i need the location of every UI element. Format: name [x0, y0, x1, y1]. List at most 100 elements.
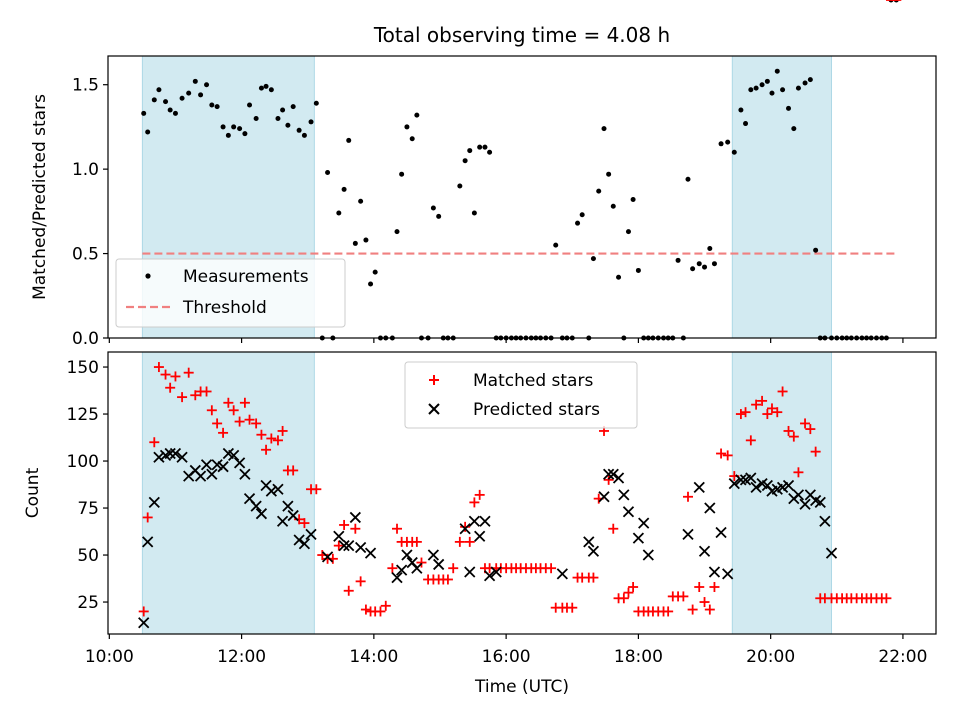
predicted-star-point — [782, 479, 795, 492]
predicted-x-b — [395, 564, 408, 576]
legend-measurements-label: Measurements — [183, 267, 309, 287]
predicted-star-point — [750, 481, 762, 493]
measurement-point — [725, 139, 731, 145]
matched-star-point — [272, 435, 283, 446]
predicted-star-point — [490, 566, 502, 578]
matched-star-point — [153, 362, 164, 373]
matched-star-point — [805, 424, 816, 435]
measurement-point — [156, 87, 162, 93]
bottom-axes-frame — [107, 351, 937, 635]
matched-star-point — [380, 600, 391, 611]
predicted-x-b — [427, 549, 440, 561]
measurement-point — [192, 78, 198, 84]
measurement-point — [404, 124, 410, 130]
predicted-x-b — [490, 566, 502, 578]
predicted-x-b — [804, 489, 816, 501]
predicted-x-b — [682, 528, 694, 540]
predicted-x-b — [272, 483, 284, 495]
measurement-point — [553, 242, 559, 248]
x-tick-label: 10:00 — [85, 647, 134, 667]
predicted-star-point — [433, 558, 445, 571]
matched-star-point — [261, 444, 272, 455]
measurement-point — [204, 82, 210, 88]
measurement-point — [409, 136, 415, 142]
predicted-star-point — [321, 551, 334, 563]
measurement-point — [575, 220, 581, 226]
measurement-point — [477, 144, 483, 150]
matched-star-point — [699, 597, 710, 608]
measurement-point — [363, 237, 369, 243]
predicted-x-b — [349, 511, 361, 524]
predicted-star-point — [250, 500, 262, 512]
x-tick-label: 12:00 — [217, 647, 266, 667]
predicted-x-b — [483, 570, 496, 582]
measurement-point — [482, 144, 488, 150]
predicted-x-b — [459, 523, 471, 535]
predicted-star-point — [642, 549, 654, 561]
predicted-x-b — [618, 489, 630, 501]
matched-star-point — [416, 557, 427, 568]
measurement-point — [696, 261, 702, 267]
matched-star-point — [751, 399, 762, 410]
measurement-point — [237, 126, 243, 132]
matched-star-point — [190, 390, 201, 401]
top-panel: 0.0 0.5 1.0 1.5 Matched/Predicted stars Mea… — [30, 0, 937, 349]
predicted-star-point — [825, 547, 838, 559]
predicted-x-b — [206, 468, 218, 480]
x-axis-label: Time (UTC) — [474, 677, 569, 697]
matched-star-point — [454, 536, 465, 547]
matched-stars-layer — [138, 0, 902, 617]
measurement-point — [690, 266, 696, 272]
y-tick-label: 1.0 — [72, 160, 99, 180]
predicted-star-point — [287, 509, 299, 522]
predicted-star-point — [298, 538, 311, 550]
predicted-x-b — [556, 568, 568, 580]
predicted-x-b — [169, 447, 182, 460]
measurement-point — [167, 107, 173, 113]
predicted-star-point — [276, 515, 289, 527]
predicted-star-point — [722, 568, 734, 580]
matched-star-point — [783, 425, 794, 436]
matched-star-point — [256, 429, 267, 440]
predicted-x-b — [200, 459, 213, 471]
measurement-point — [209, 102, 215, 108]
predicted-x-b — [148, 496, 160, 509]
measurement-point — [625, 229, 631, 235]
measurement-point — [285, 122, 291, 128]
matched-star-point — [355, 576, 366, 587]
predicted-star-point — [682, 528, 694, 540]
predicted-star-point — [164, 447, 176, 460]
predicted-x-b — [276, 515, 289, 527]
predicted-x-b — [298, 538, 311, 550]
matched-star-point — [546, 563, 557, 574]
predicted-x-b — [612, 472, 625, 484]
matched-star-point — [800, 418, 811, 429]
measurement-point — [813, 247, 819, 253]
predicted-x-b — [287, 509, 299, 522]
matched-star-point — [716, 448, 727, 459]
measurement-point — [590, 256, 596, 262]
predicted-x-b — [799, 498, 811, 510]
measurement-point — [198, 92, 204, 98]
predicted-star-point — [612, 472, 625, 484]
legend-threshold-label: Threshold — [182, 298, 267, 318]
legend-predicted-marker — [428, 403, 440, 415]
measurement-point — [685, 176, 691, 182]
matched-star-point — [392, 523, 403, 534]
bottom-legend-box — [404, 361, 638, 429]
predicted-star-point — [194, 470, 207, 482]
predicted-star-point — [305, 528, 317, 540]
predicted-star-point — [464, 566, 476, 578]
predicted-x-b — [228, 449, 240, 462]
predicted-star-point — [598, 491, 610, 503]
predicted-x-b — [632, 532, 645, 544]
measurement-point — [753, 85, 759, 91]
matched-star-point — [339, 519, 350, 530]
predicted-star-point — [282, 500, 294, 512]
legend-measurements-marker — [145, 273, 151, 279]
measurement-point — [358, 198, 364, 204]
legend-matched-marker — [429, 375, 439, 385]
predicted-x-b — [708, 566, 721, 578]
measurement-point — [399, 171, 405, 177]
matched-star-point — [183, 367, 194, 378]
